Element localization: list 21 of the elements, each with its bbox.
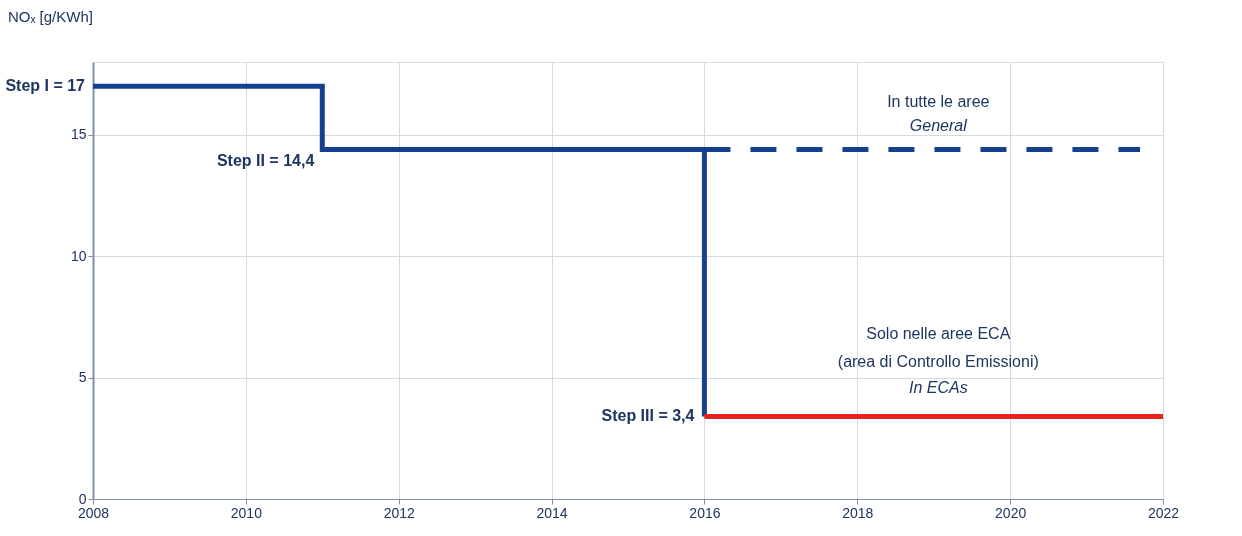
- annotation: Solo nelle aree ECA: [866, 325, 1011, 342]
- x-tick-label: 2016: [689, 504, 721, 521]
- y-tick-label: 0: [78, 490, 87, 507]
- annotation: (area di Controllo Emissioni): [837, 353, 1039, 370]
- y-axis-title: NOₓ [g/KWh]: [8, 8, 93, 25]
- x-tick-label: 2008: [77, 504, 110, 521]
- x-tick-label: 2020: [995, 504, 1027, 521]
- annotation: Step III = 3,4: [601, 407, 695, 425]
- x-tick-label: 2022: [1147, 504, 1180, 521]
- x-tick-label: 2014: [536, 504, 568, 521]
- y-tick-label: 5: [78, 369, 87, 386]
- annotation: Step II = 14,4: [216, 152, 315, 170]
- x-tick-label: 2012: [383, 504, 415, 521]
- x-tick-label: 2010: [230, 504, 263, 521]
- y-tick-label: 10: [70, 247, 87, 264]
- annotation: Step I = 17: [5, 77, 86, 95]
- annotation: In tutte le aree: [887, 93, 990, 110]
- y-tick-label: 15: [70, 126, 87, 143]
- annotation: General: [909, 117, 968, 134]
- x-tick-label: 2018: [842, 504, 874, 521]
- annotation: In ECAs: [908, 379, 968, 396]
